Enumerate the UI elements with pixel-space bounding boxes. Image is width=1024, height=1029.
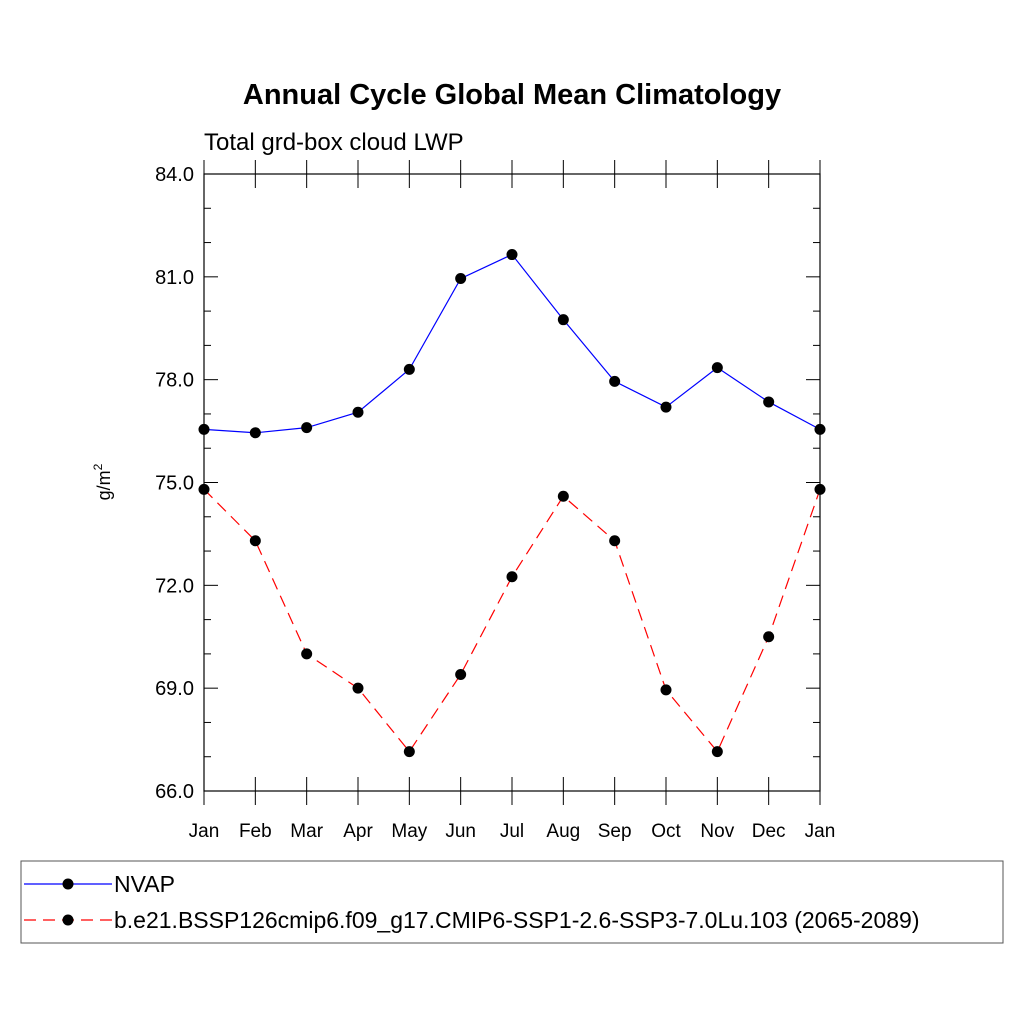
x-tick-label: May bbox=[391, 821, 427, 842]
data-point bbox=[763, 396, 775, 408]
x-tick-label: Nov bbox=[700, 821, 734, 842]
x-tick-label: Jan bbox=[805, 821, 836, 842]
data-point bbox=[814, 483, 826, 495]
data-point bbox=[455, 273, 467, 285]
data-point bbox=[506, 249, 518, 261]
data-point bbox=[403, 363, 415, 375]
x-tick-label: Mar bbox=[290, 821, 323, 842]
legend-box bbox=[20, 860, 1004, 944]
data-point bbox=[660, 684, 672, 696]
legend: NVAP b.e21.BSSP126cmip6.f09_g17.CMIP6-SSP… bbox=[20, 860, 1004, 944]
series-line bbox=[203, 488, 821, 753]
legend-marker bbox=[62, 878, 74, 890]
series-line bbox=[203, 253, 821, 434]
x-tick-label: Apr bbox=[343, 821, 373, 842]
data-point bbox=[352, 682, 364, 694]
chart-title: Annual Cycle Global Mean Climatology bbox=[243, 79, 781, 111]
data-point bbox=[711, 362, 723, 374]
y-tick-label: 66.0 bbox=[155, 781, 194, 803]
y-axis-label-base: g/m bbox=[94, 470, 114, 500]
x-tick-label: Jul bbox=[500, 821, 524, 842]
chart-subtitle: Total grd-box cloud LWP bbox=[204, 129, 464, 156]
series-1 bbox=[198, 249, 826, 439]
data-point bbox=[198, 483, 210, 495]
data-point bbox=[506, 571, 518, 583]
y-tick-label: 84.0 bbox=[155, 164, 194, 186]
x-tick-label: Dec bbox=[752, 821, 786, 842]
series-2 bbox=[198, 483, 826, 758]
data-point bbox=[249, 427, 261, 439]
x-tick-label: Feb bbox=[239, 821, 272, 842]
data-point bbox=[352, 406, 364, 418]
data-point bbox=[301, 648, 313, 660]
x-tick-label: Oct bbox=[651, 821, 681, 842]
data-point bbox=[609, 375, 621, 387]
data-point bbox=[249, 535, 261, 547]
data-point bbox=[403, 746, 415, 758]
y-tick-label: 72.0 bbox=[155, 575, 194, 597]
data-point bbox=[301, 422, 313, 434]
legend-marker bbox=[62, 914, 74, 926]
x-tick-label: Sep bbox=[598, 821, 632, 842]
x-tick-label: Aug bbox=[546, 821, 580, 842]
plot-frame bbox=[203, 173, 821, 792]
data-point bbox=[557, 314, 569, 326]
x-tick-label: Jun bbox=[445, 821, 476, 842]
data-point bbox=[557, 490, 569, 502]
data-point bbox=[455, 668, 467, 680]
y-tick-label: 78.0 bbox=[155, 370, 194, 392]
series-layer bbox=[198, 249, 826, 758]
legend-label: b.e21.BSSP126cmip6.f09_g17.CMIP6-SSP1-2.… bbox=[114, 907, 920, 933]
y-tick-label: 69.0 bbox=[155, 678, 194, 700]
y-tick-label: 81.0 bbox=[155, 267, 194, 289]
y-axis-label: g/m2 bbox=[91, 463, 114, 500]
data-point bbox=[711, 746, 723, 758]
data-point bbox=[198, 423, 210, 435]
data-point bbox=[763, 631, 775, 643]
data-point bbox=[814, 423, 826, 435]
y-tick-label: 75.0 bbox=[155, 473, 194, 495]
x-tick-label: Jan bbox=[189, 821, 220, 842]
axes: 66.0 69.0 72.0 75.0 78.0 81.0 84.0 Jan Feb Mar Apr… bbox=[155, 160, 835, 842]
data-point bbox=[660, 401, 672, 413]
y-axis-label-superscript: 2 bbox=[91, 463, 105, 470]
legend-label: NVAP bbox=[114, 871, 175, 897]
data-point bbox=[609, 535, 621, 547]
